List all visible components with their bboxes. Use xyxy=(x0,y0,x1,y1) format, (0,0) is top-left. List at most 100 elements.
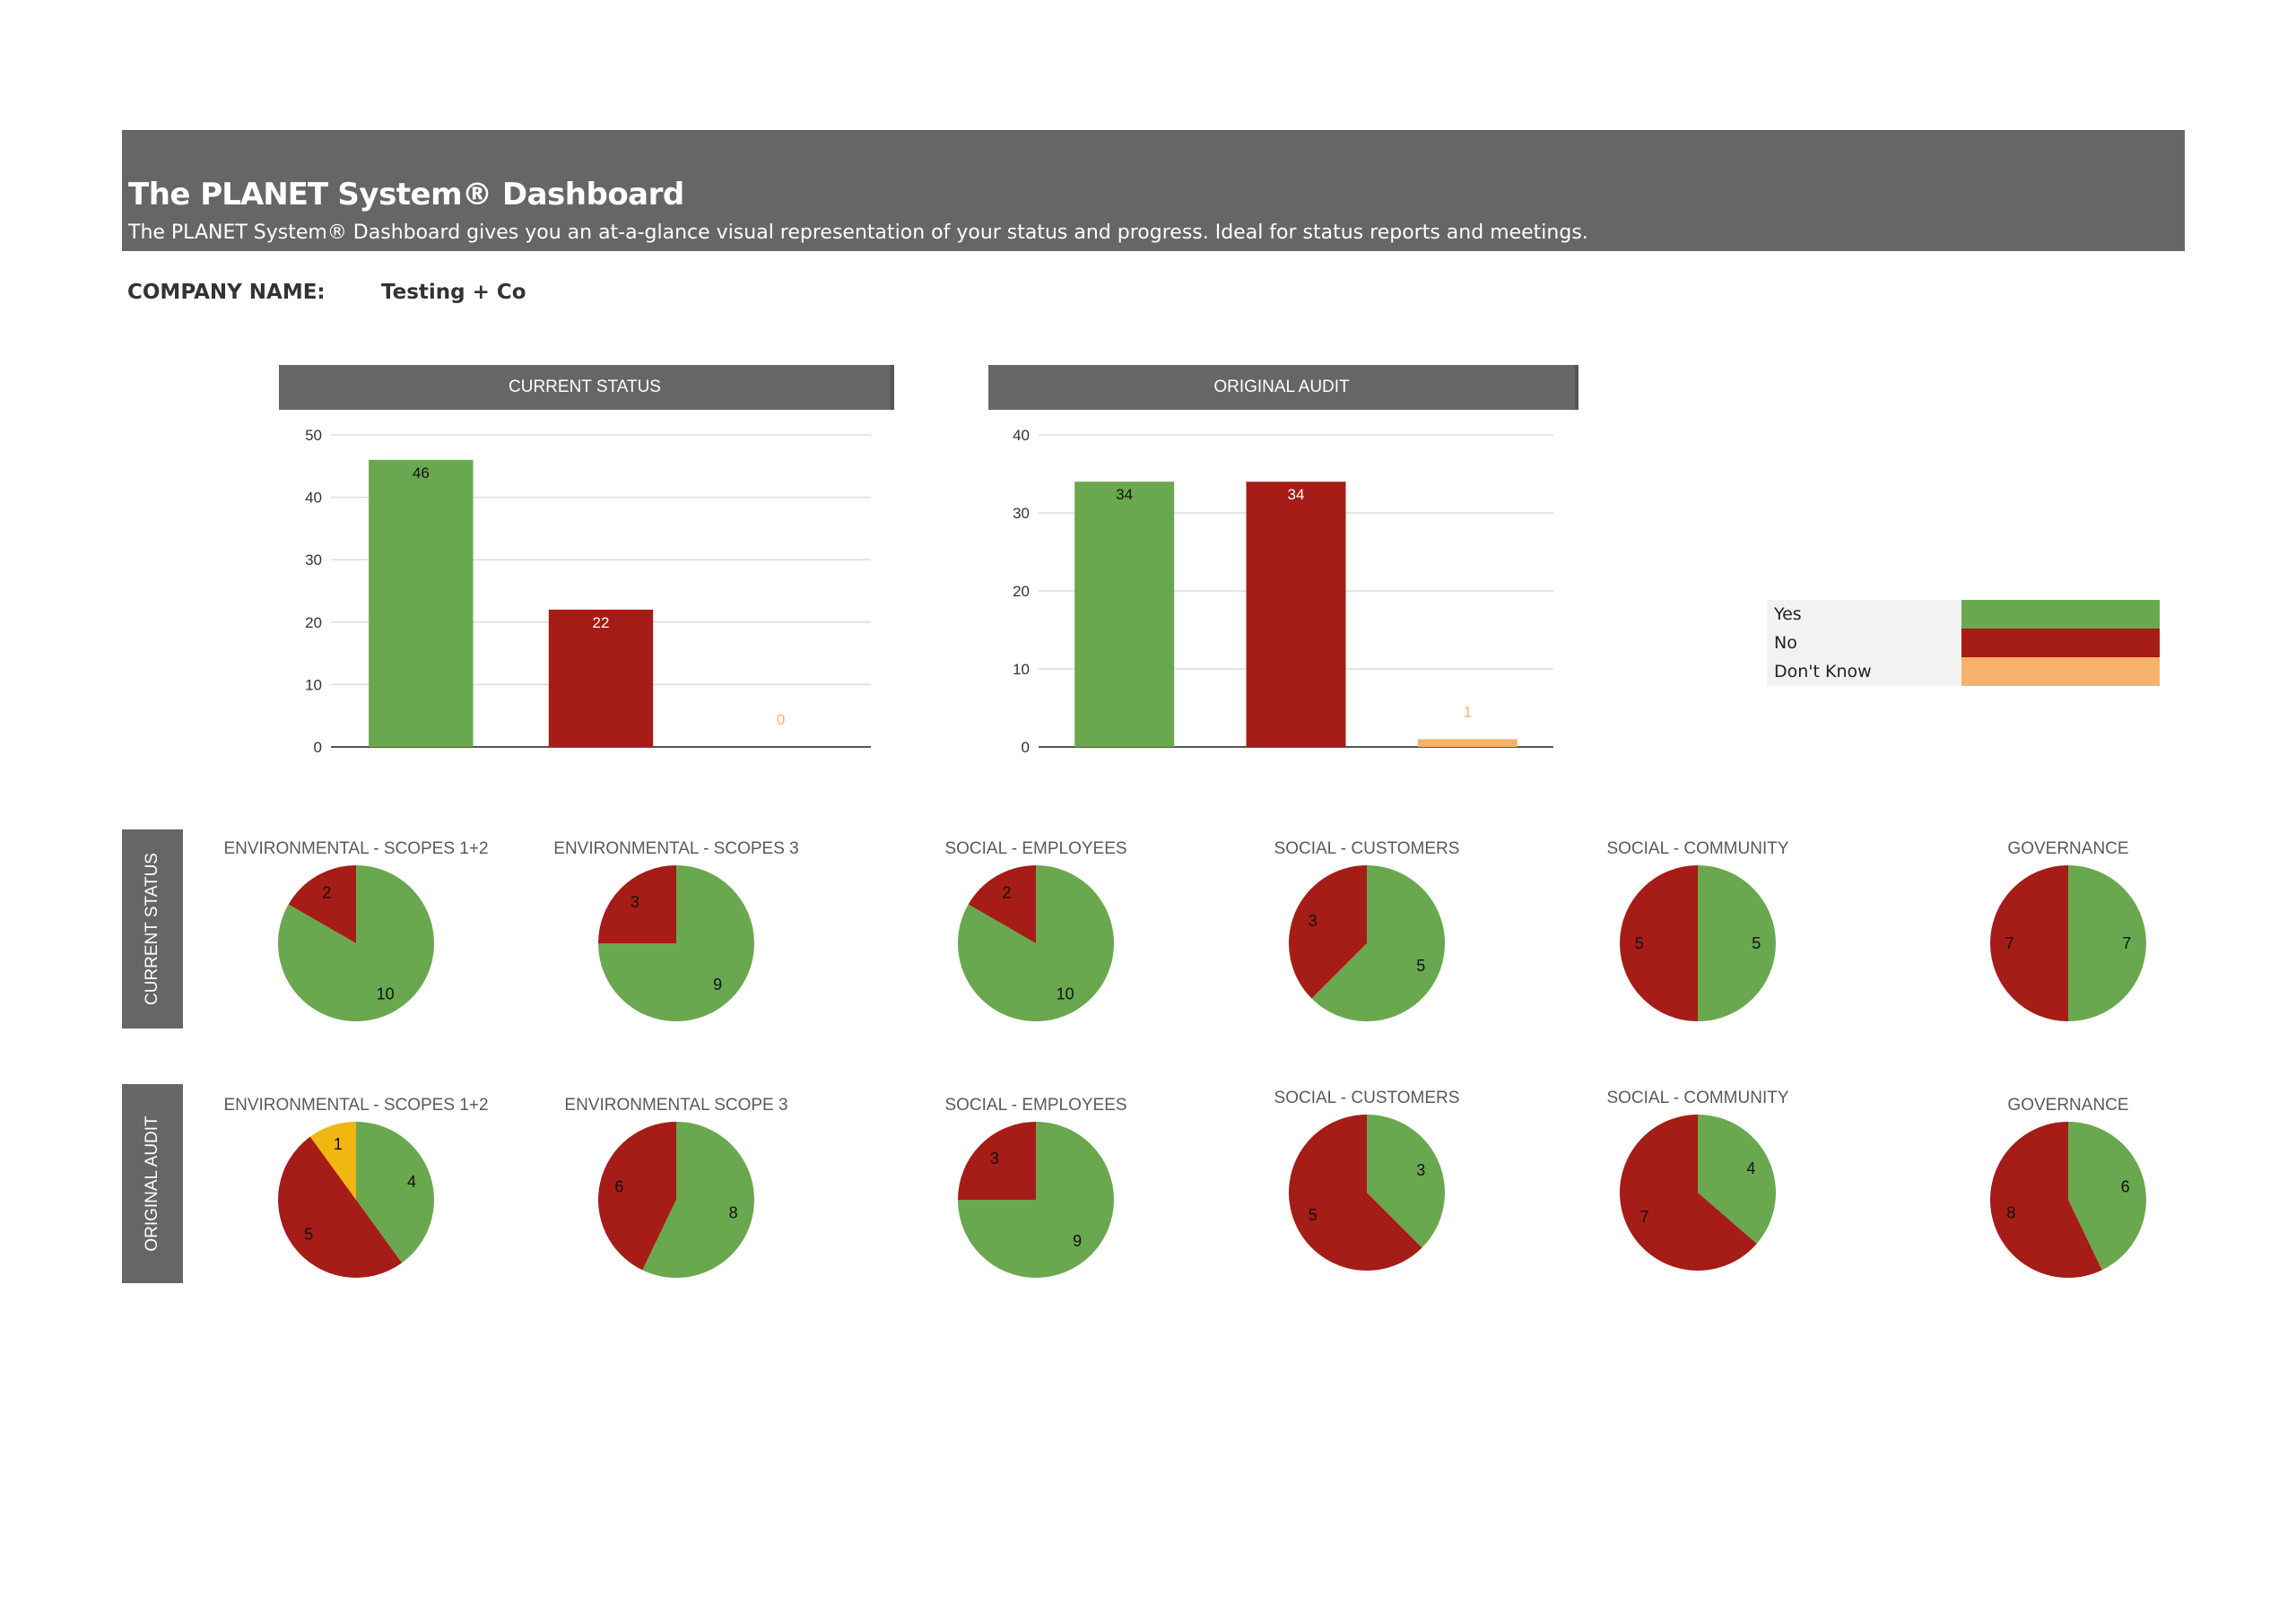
pie-slice-yes xyxy=(1698,1115,1776,1244)
pie-title-current-social-community: SOCIAL - COMMUNITY xyxy=(1606,839,1789,858)
pie-slice-no xyxy=(598,1122,676,1271)
pie-slice-label: 1 xyxy=(334,1135,343,1153)
pie-slice-no xyxy=(968,865,1036,943)
legend-item-no: No xyxy=(1767,629,2160,657)
bar-value-label: 46 xyxy=(413,464,430,482)
pie-slice-label: 6 xyxy=(614,1177,623,1195)
pie-slice-label: 5 xyxy=(1752,934,1761,952)
title-suffix: System® Dashboard xyxy=(327,177,684,213)
y-tick-label: 20 xyxy=(1013,583,1030,600)
legend-label-dont-know: Don't Know xyxy=(1767,657,1961,686)
pie-slice-label: 4 xyxy=(407,1173,416,1191)
original-audit-chart-title: ORIGINAL AUDIT xyxy=(1213,378,1350,396)
pie-slice-label: 9 xyxy=(713,976,722,994)
y-tick-label: 10 xyxy=(1013,661,1030,678)
pie-chart-original-governance: 68 xyxy=(1990,1122,2146,1278)
y-tick-label: 40 xyxy=(305,490,322,507)
pie-title-original-env-scope-3: ENVIRONMENTAL SCOPE 3 xyxy=(564,1096,788,1115)
bar-no xyxy=(548,609,654,747)
y-tick-label: 20 xyxy=(305,614,322,631)
pie-chart-current-env-scopes-3: 93 xyxy=(598,865,754,1021)
pie-chart-current-social-customers: 53 xyxy=(1289,865,1445,1021)
pie-slice-yes xyxy=(1311,865,1445,1021)
title-prefix: The xyxy=(128,177,201,213)
pie-chart-current-governance: 77 xyxy=(1990,865,2146,1021)
pie-title-current-env-scopes-3: ENVIRONMENTAL - SCOPES 3 xyxy=(553,839,799,858)
bar-value-label: 0 xyxy=(777,711,785,728)
pie-slice-label: 3 xyxy=(631,893,639,911)
pie-title-original-env-scopes-1-2: ENVIRONMENTAL - SCOPES 1+2 xyxy=(223,1096,489,1115)
pie-slice-no xyxy=(598,865,676,943)
pie-slice-don-t-know xyxy=(309,1122,356,1200)
bar-yes xyxy=(369,459,474,747)
pie-slice-yes xyxy=(642,1122,754,1278)
title-brand: PLANET xyxy=(200,177,328,213)
y-tick-label: 50 xyxy=(305,427,322,444)
pie-slice-label: 5 xyxy=(304,1225,313,1243)
y-tick-label: 40 xyxy=(1013,427,1030,444)
pie-slice-yes xyxy=(356,1122,434,1263)
legend-swatch-no xyxy=(1961,629,2160,657)
current-status-row-tab: CURRENT STATUS xyxy=(122,829,183,1028)
pie-chart-original-env-scopes-1-2: 4 5 1 xyxy=(278,1122,434,1278)
page-subtitle: The PLANET System® Dashboard gives you a… xyxy=(128,221,1588,244)
current-status-chart-title: CURRENT STATUS xyxy=(509,378,661,396)
legend-swatch-yes xyxy=(1961,600,2160,629)
y-tick-label: 30 xyxy=(1013,505,1030,522)
current-status-row-label: CURRENT STATUS xyxy=(143,853,161,1005)
pie-slice-no xyxy=(1289,865,1367,999)
pie-slice-label: 6 xyxy=(2121,1177,2130,1195)
original-audit-bar-chart: 0 10 20 30 40 34 34 1 xyxy=(1013,427,1553,756)
pie-slice-yes xyxy=(1367,1115,1445,1248)
pie-slice-label: 5 xyxy=(1309,1206,1318,1224)
y-tick-label: 10 xyxy=(305,676,322,693)
pie-title-current-env-scopes-1-2: ENVIRONMENTAL - SCOPES 1+2 xyxy=(223,839,489,858)
legend-label-yes: Yes xyxy=(1767,600,1961,629)
legend-swatch-dont-know xyxy=(1961,657,2160,686)
pie-slice-yes xyxy=(1698,865,1776,1021)
pie-slice-label: 7 xyxy=(2005,934,2014,952)
original-audit-row-label: ORIGINAL AUDIT xyxy=(143,1115,161,1252)
pie-slice-label: 2 xyxy=(1002,883,1011,901)
pie-title-original-social-community: SOCIAL - COMMUNITY xyxy=(1606,1089,1789,1107)
pie-chart-current-social-community: 55 xyxy=(1620,865,1776,1021)
pie-slice-label: 3 xyxy=(1309,912,1318,930)
legend-item-yes: Yes xyxy=(1767,600,2160,629)
current-status-bar-chart: 0 10 20 30 40 50 46 22 0 xyxy=(305,427,871,756)
pie-slice-label: 5 xyxy=(1416,957,1425,975)
pie-chart-original-social-customers: 35 xyxy=(1289,1115,1445,1271)
pie-chart-current-social-employees: 10 2 xyxy=(958,865,1114,1021)
bar-value-label: 34 xyxy=(1288,486,1305,503)
company-name-label: COMPANY NAME: xyxy=(127,281,326,304)
pie-slice-label: 7 xyxy=(2122,934,2131,952)
pie-slice-label: 10 xyxy=(1057,985,1074,1003)
pie-slice-no xyxy=(1620,1115,1757,1271)
bar-no xyxy=(1246,482,1346,747)
pie-slice-yes xyxy=(2068,1122,2146,1271)
original-audit-chart-header: ORIGINAL AUDIT xyxy=(988,365,1578,410)
legend-label-no: No xyxy=(1767,629,1961,657)
pie-slice-no xyxy=(1620,865,1698,1021)
pie-slice-yes xyxy=(2068,865,2146,1021)
pie-slice-label: 4 xyxy=(1746,1159,1755,1177)
pie-slice-no xyxy=(1990,1122,2102,1278)
page-title: The PLANET System® Dashboard xyxy=(128,177,684,213)
pie-chart-original-social-employees: 93 xyxy=(958,1122,1114,1278)
current-status-chart-header: CURRENT STATUS xyxy=(279,365,894,410)
pie-title-current-governance: GOVERNANCE xyxy=(2007,839,2129,858)
pie-slice-label: 8 xyxy=(729,1204,738,1222)
pie-slice-label: 3 xyxy=(990,1150,999,1167)
pie-chart-original-env-scope-3: 86 xyxy=(598,1122,754,1278)
y-tick-label: 0 xyxy=(314,739,322,756)
pie-chart-current-env-scopes-1-2: 10 2 xyxy=(278,865,434,1021)
pie-title-original-social-customers: SOCIAL - CUSTOMERS xyxy=(1274,1089,1460,1107)
original-audit-row-tab: ORIGINAL AUDIT xyxy=(122,1084,183,1283)
pie-slice-no xyxy=(288,865,356,943)
pie-slice-label: 8 xyxy=(2006,1204,2015,1222)
pie-title-current-social-employees: SOCIAL - EMPLOYEES xyxy=(944,839,1127,858)
pie-slice-no xyxy=(1990,865,2068,1021)
bar-value-label: 1 xyxy=(1464,703,1472,720)
bar-don-t-know xyxy=(1417,739,1518,747)
pie-slice-label: 5 xyxy=(1635,934,1644,952)
y-tick-label: 0 xyxy=(1022,739,1030,756)
